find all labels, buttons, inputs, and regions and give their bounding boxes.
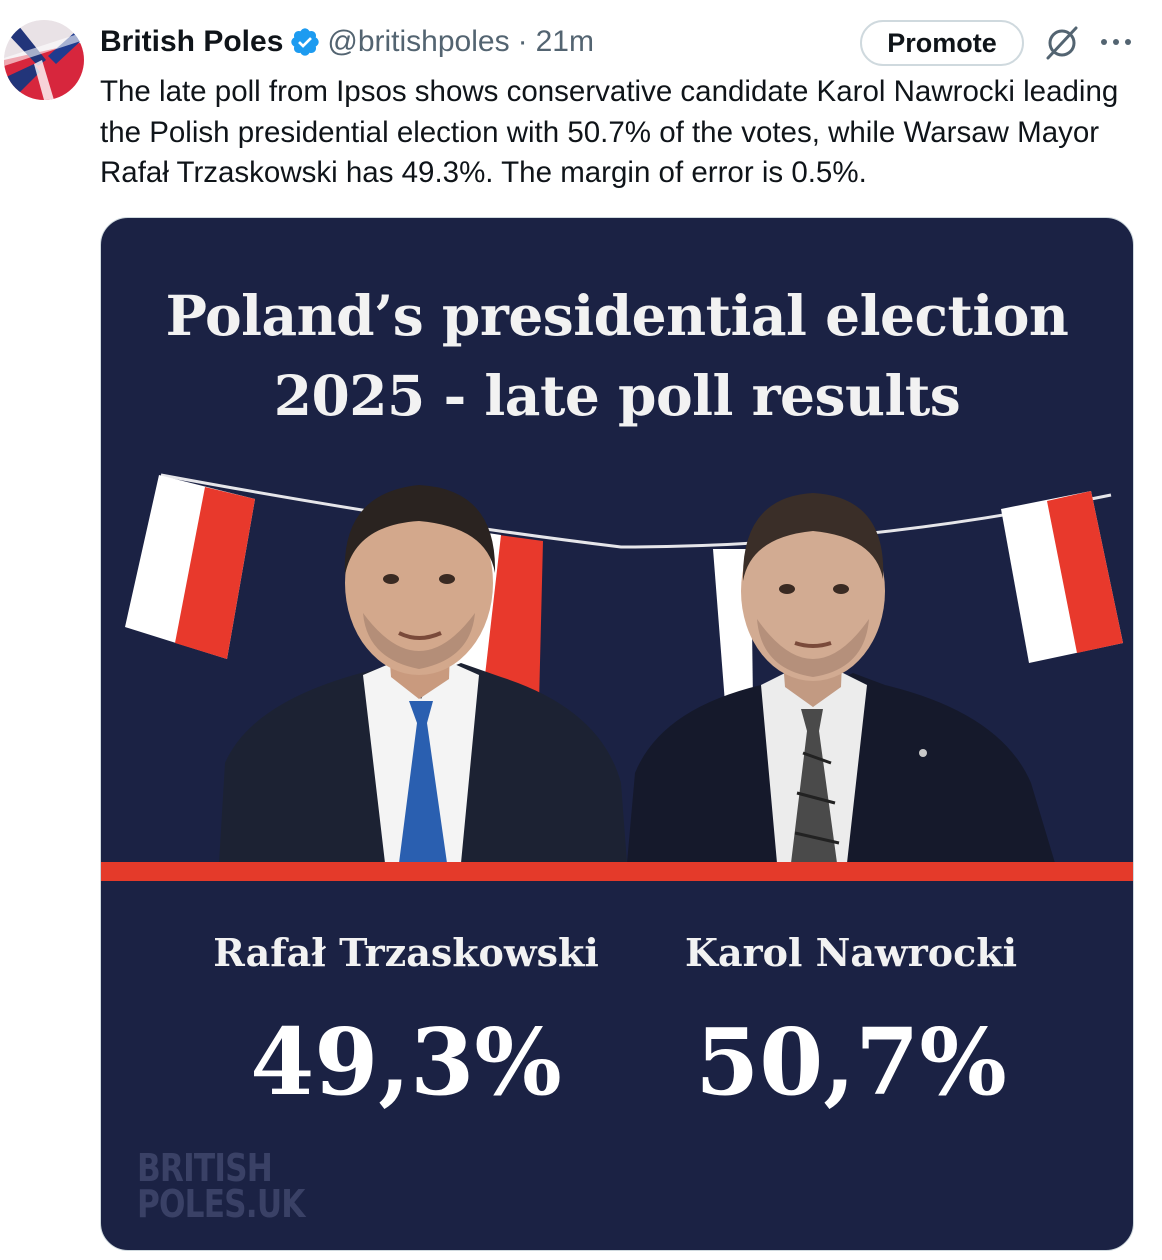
verified-badge-icon <box>289 26 321 58</box>
avatar-flag-icon <box>4 20 84 100</box>
tweet-media-image[interactable]: Poland’s presidential election 2025 - la… <box>100 217 1134 1251</box>
candidate-left-portrait <box>219 485 627 863</box>
promote-button[interactable]: Promote <box>860 20 1024 66</box>
candidate-right-portrait <box>627 493 1055 863</box>
watermark-logo: BRITISH POLES.UK <box>137 1146 305 1226</box>
watermark-line1: BRITISH <box>137 1146 273 1190</box>
graphic-title: Poland’s presidential election 2025 - la… <box>101 276 1133 436</box>
graphic-title-line1: Poland’s presidential election <box>165 283 1069 348</box>
candidate-right-result: 50,7% <box>695 1008 1007 1116</box>
flag-right <box>1001 491 1123 663</box>
candidate-left-result: 49,3% <box>250 1008 562 1116</box>
graphic-title-line2: 2025 - late poll results <box>273 363 961 428</box>
author-name[interactable]: British Poles <box>100 25 284 58</box>
flag-left <box>125 475 255 659</box>
candidate-left-name: Rafał Trzaskowski <box>213 930 599 975</box>
tweet-text: The late poll from Ipsos shows conservat… <box>100 75 1119 189</box>
separator-dot: · <box>517 25 528 58</box>
author-avatar[interactable] <box>4 20 84 100</box>
accent-stripe <box>101 862 1133 881</box>
author-handle[interactable]: @britishpoles <box>327 25 510 58</box>
candidate-right-name: Karol Nawrocki <box>684 930 1018 975</box>
tweet-timestamp[interactable]: 21m <box>535 25 594 58</box>
bunting-string <box>160 473 1112 549</box>
grok-icon[interactable] <box>1044 25 1080 61</box>
candidates-illustration <box>125 473 1123 863</box>
tweet-header: British Poles @britishpoles · 21m <box>100 20 594 64</box>
more-options-icon[interactable] <box>1098 30 1134 54</box>
watermark-line2: POLES.UK <box>137 1182 305 1226</box>
